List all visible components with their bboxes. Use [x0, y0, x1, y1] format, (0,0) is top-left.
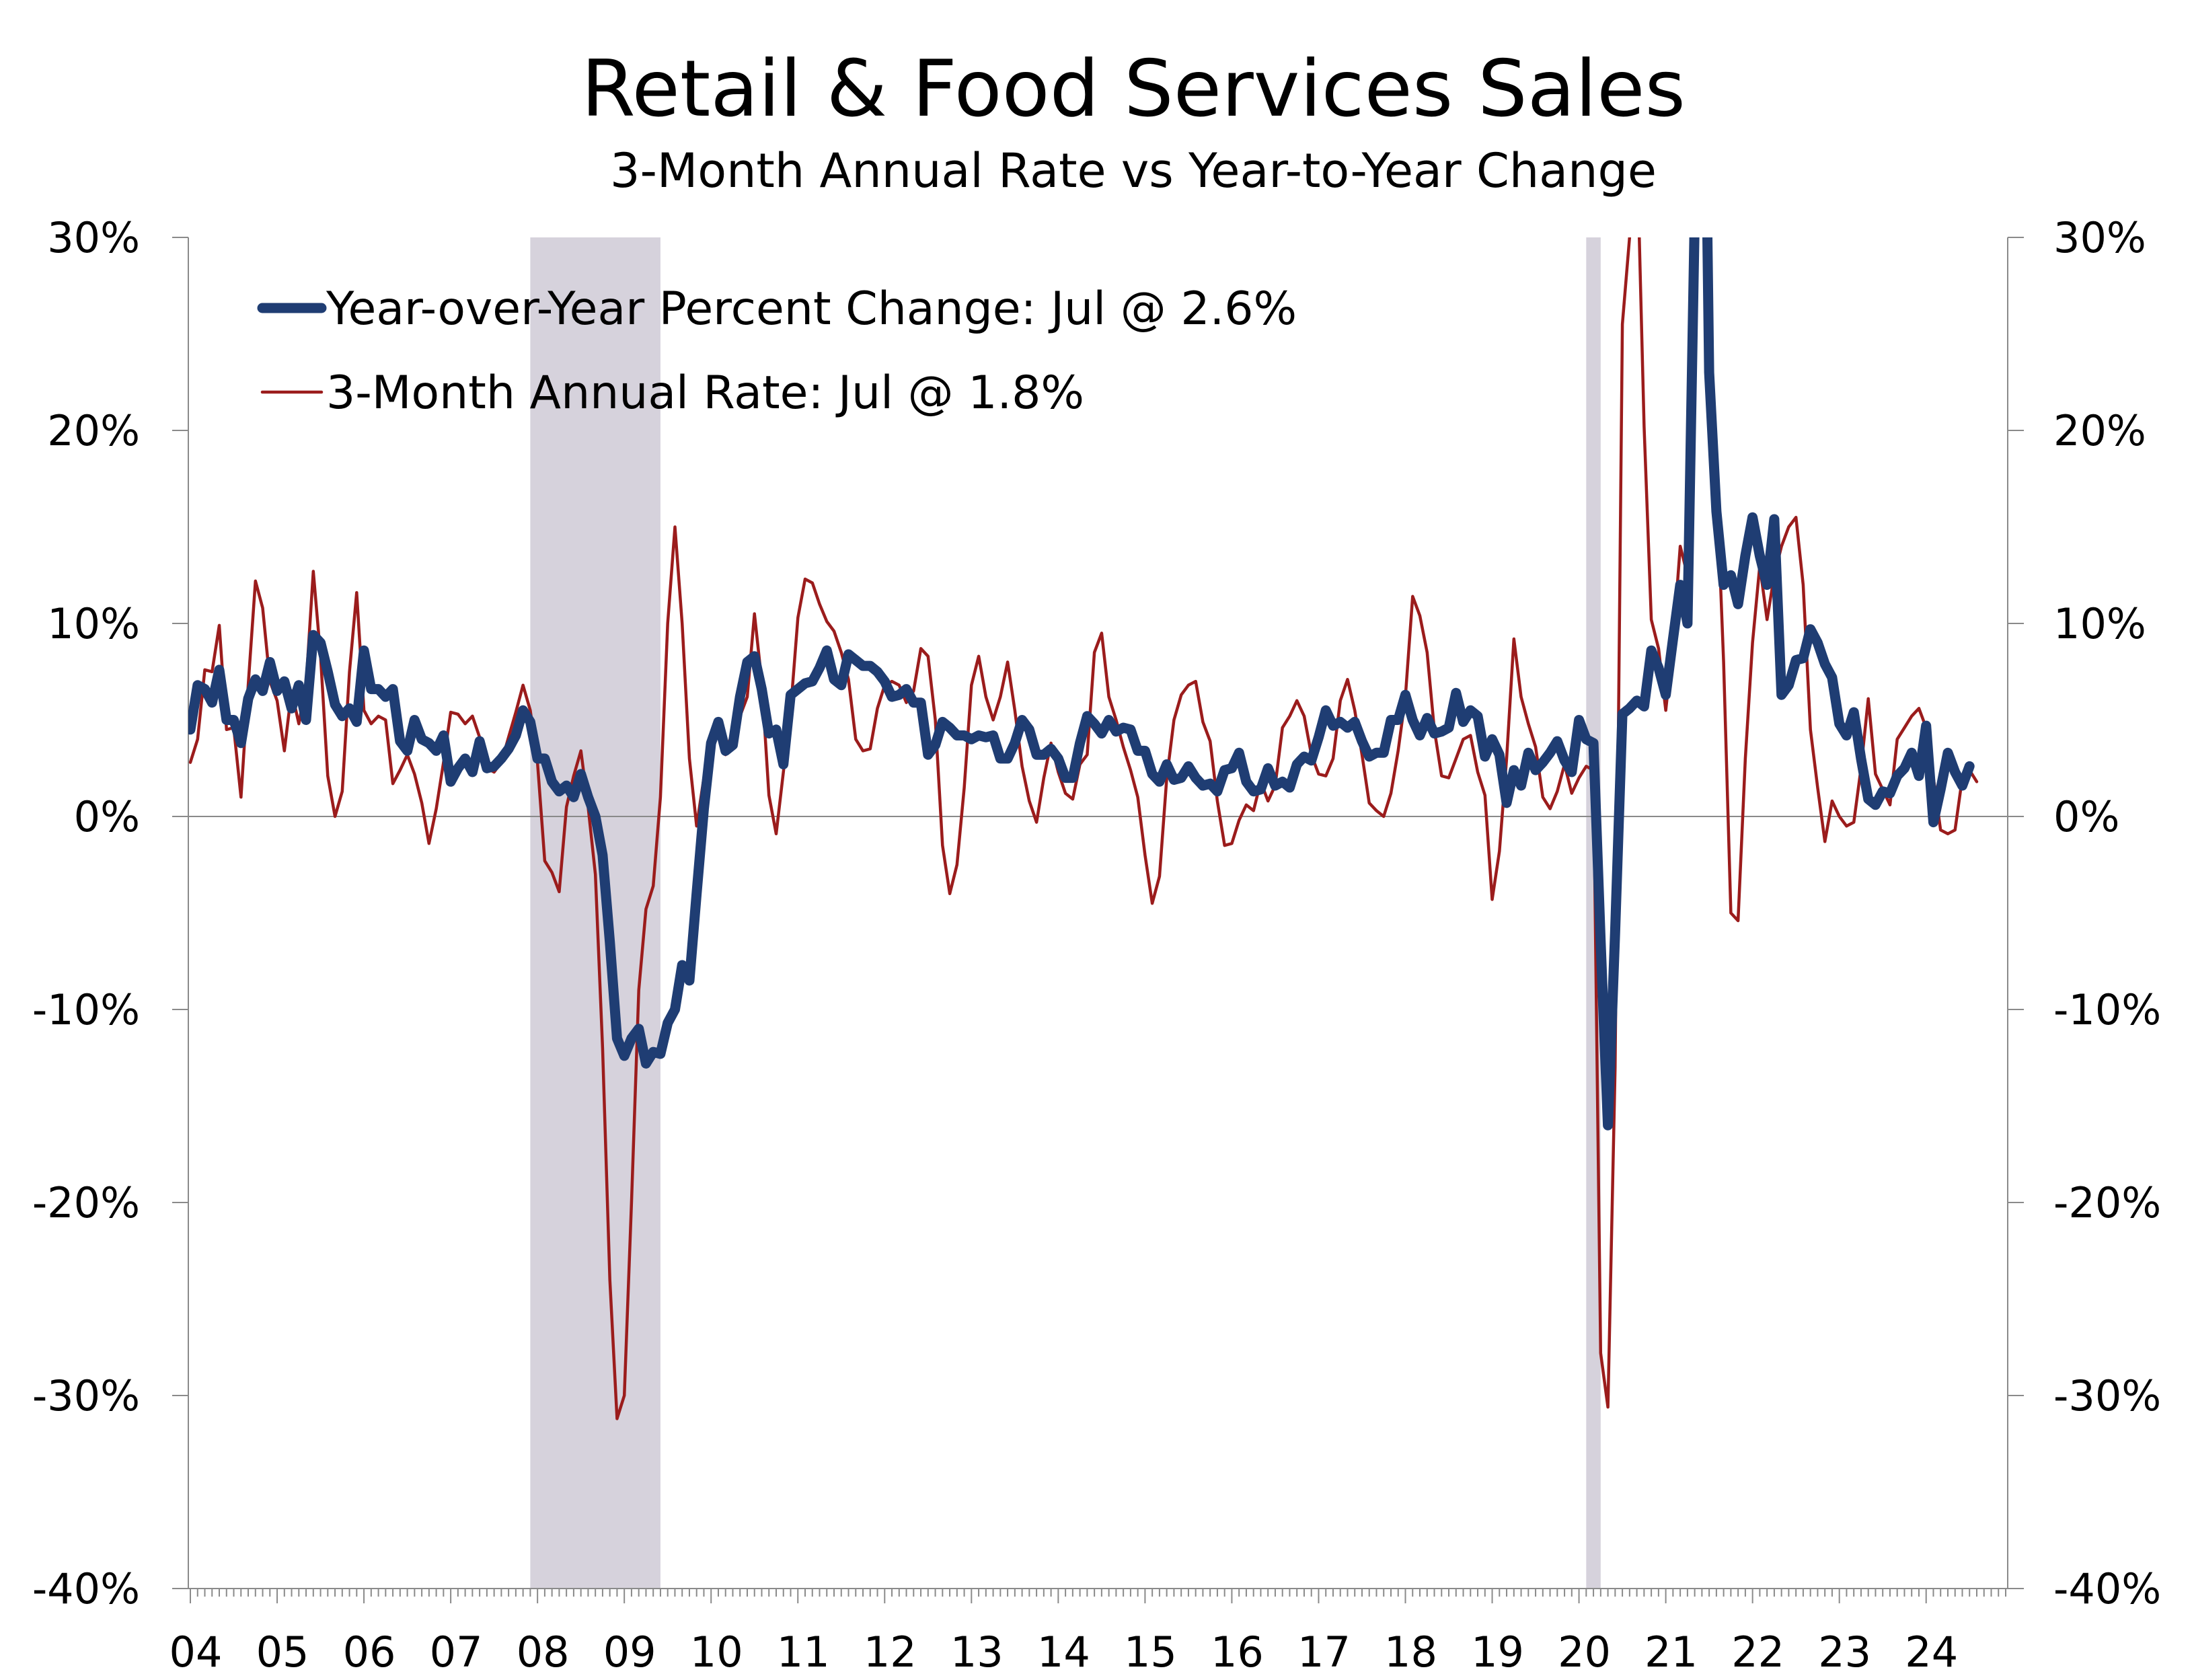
- x-tick-label: 18: [1384, 1628, 1437, 1677]
- axes: 30% 30% 20% 20% 10% 10% 0% 0% -10% -10% -20% -20% -3…: [32, 213, 2161, 1677]
- y-tick-label-left: -30%: [32, 1371, 140, 1420]
- y-tick-label-left: -20%: [32, 1178, 140, 1227]
- x-tick-label: 24: [1905, 1628, 1958, 1677]
- y-tick-label-right: -20%: [2053, 1178, 2161, 1227]
- x-tick-label: 06: [343, 1628, 396, 1677]
- x-tick-label: 19: [1471, 1628, 1524, 1677]
- y-tick-label-left: 10%: [47, 599, 140, 648]
- x-tick-label: 16: [1211, 1628, 1264, 1677]
- x-tick-label: 17: [1297, 1628, 1351, 1677]
- x-tick-label: 13: [950, 1628, 1004, 1677]
- series-line-3mo-annual-rate: [188, 237, 1979, 1420]
- series-line-yoy: [188, 237, 1975, 1131]
- x-tick-label: 07: [430, 1628, 483, 1677]
- x-tick-label: 11: [777, 1628, 830, 1677]
- series-lines: [188, 237, 1979, 1420]
- recession-band-1: [1586, 237, 1601, 1589]
- x-tick-label: 23: [1818, 1628, 1871, 1677]
- x-tick-label: 15: [1124, 1628, 1177, 1677]
- y-tick-label-left: 0%: [74, 792, 140, 841]
- y-tick-label-right: 20%: [2053, 406, 2146, 455]
- chart-subtitle: 3-Month Annual Rate vs Year-to-Year Chan…: [610, 143, 1657, 198]
- x-tick-label: 14: [1037, 1628, 1090, 1677]
- legend-entry-yoy-label: Year-over-Year Percent Change: Jul @ 2.6…: [326, 282, 1297, 336]
- x-tick-label: 21: [1645, 1628, 1698, 1677]
- y-tick-label-right: -40%: [2053, 1564, 2161, 1613]
- x-tick-label: 20: [1558, 1628, 1611, 1677]
- y-tick-label-right: 30%: [2053, 213, 2146, 262]
- x-tick-label: 10: [690, 1628, 743, 1677]
- y-tick-label-right: -10%: [2053, 985, 2161, 1034]
- x-tick-label: 12: [864, 1628, 917, 1677]
- y-tick-label-right: -30%: [2053, 1371, 2161, 1420]
- y-tick-label-left: 30%: [47, 213, 140, 262]
- chart-title: Retail & Food Services Sales: [581, 44, 1686, 135]
- x-tick-label: 04: [169, 1628, 223, 1677]
- y-tick-label-left: 20%: [47, 406, 140, 455]
- y-tick-label-right: 0%: [2053, 792, 2119, 841]
- x-tick-label: 22: [1731, 1628, 1784, 1677]
- recession-shading: [530, 237, 1601, 1589]
- y-tick-label-left: -40%: [32, 1564, 140, 1613]
- recession-band-0: [530, 237, 660, 1589]
- x-tick-label: 05: [256, 1628, 309, 1677]
- legend-entry-3mo-annual-rate-label: 3-Month Annual Rate: Jul @ 1.8%: [326, 367, 1084, 420]
- x-tick-label: 08: [517, 1628, 570, 1677]
- y-tick-label-right: 10%: [2053, 599, 2146, 648]
- y-tick-label-left: -10%: [32, 985, 140, 1034]
- legend: Year-over-Year Percent Change: Jul @ 2.6…: [257, 282, 1297, 420]
- x-tick-label: 09: [603, 1628, 656, 1677]
